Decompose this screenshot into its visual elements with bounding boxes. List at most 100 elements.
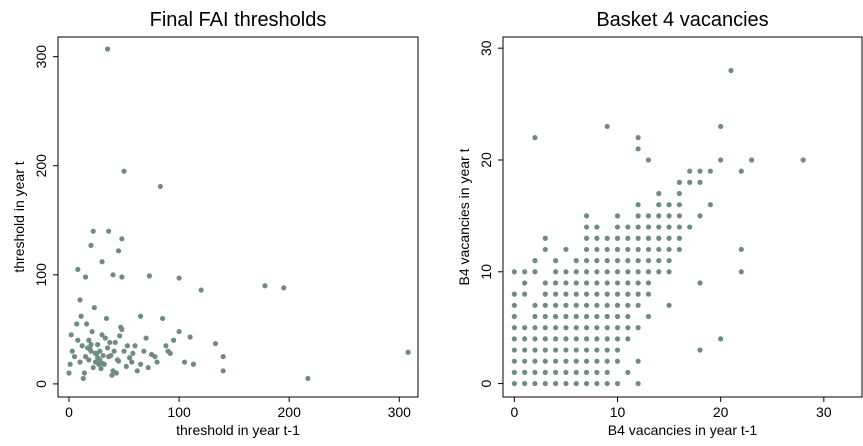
- point: [635, 380, 641, 387]
- point: [145, 364, 151, 371]
- y-tick-label: 30: [478, 40, 494, 56]
- point: [115, 248, 122, 254]
- point: [100, 352, 106, 359]
- point: [697, 179, 703, 185]
- point: [542, 235, 548, 241]
- point: [66, 370, 72, 376]
- point: [532, 347, 538, 353]
- point: [563, 347, 569, 353]
- point: [666, 269, 672, 275]
- point: [635, 213, 641, 219]
- point: [625, 336, 631, 342]
- point: [542, 302, 548, 308]
- chart-title: Final FAI thresholds: [150, 9, 327, 31]
- y-tick-label: 200: [33, 154, 49, 178]
- point: [522, 291, 528, 297]
- point: [738, 168, 744, 174]
- point: [666, 202, 672, 208]
- point: [604, 336, 610, 342]
- point: [594, 369, 600, 376]
- point: [604, 313, 610, 320]
- point: [656, 202, 662, 208]
- point: [85, 345, 91, 351]
- point: [119, 236, 125, 242]
- point: [594, 258, 600, 264]
- point: [532, 135, 538, 141]
- panel: Basket 4 vacancies 0 10 20 30 0 10 20 30 B4 vacan…: [456, 9, 863, 438]
- point: [656, 224, 662, 230]
- point: [553, 302, 559, 308]
- point: [563, 302, 569, 308]
- point: [88, 242, 94, 248]
- point: [583, 369, 590, 376]
- point: [163, 343, 169, 349]
- point: [604, 358, 610, 364]
- point: [542, 358, 548, 364]
- point: [573, 313, 579, 320]
- point: [95, 355, 101, 361]
- point: [635, 224, 641, 230]
- point: [676, 235, 683, 241]
- point: [77, 359, 83, 365]
- point: [159, 315, 166, 322]
- y-axis-label: B4 vacancies in year t: [456, 148, 472, 285]
- y-axis-label: threshold in year t: [11, 161, 27, 272]
- point: [99, 259, 105, 265]
- y-tick-label: 10: [478, 264, 494, 280]
- point: [511, 291, 517, 297]
- point: [90, 364, 96, 371]
- point: [126, 355, 133, 361]
- point: [154, 359, 160, 365]
- point: [532, 380, 538, 387]
- point: [583, 358, 590, 364]
- point: [522, 369, 528, 376]
- point: [198, 287, 204, 293]
- point: [697, 168, 703, 174]
- point: [604, 369, 610, 376]
- point: [522, 380, 528, 387]
- point: [220, 368, 226, 374]
- point: [113, 370, 119, 376]
- point: [134, 368, 140, 374]
- point: [645, 224, 652, 230]
- point: [697, 347, 703, 353]
- point: [583, 224, 590, 230]
- point: [625, 313, 631, 320]
- point: [152, 354, 158, 360]
- point: [800, 157, 806, 163]
- point: [82, 354, 89, 360]
- point: [86, 357, 92, 363]
- x-axis-label: B4 vacancies in year t-1: [608, 422, 758, 438]
- point: [305, 375, 311, 382]
- point: [635, 291, 641, 297]
- point: [137, 361, 144, 367]
- point: [604, 123, 610, 130]
- point: [604, 347, 610, 353]
- point: [563, 246, 569, 253]
- point: [107, 339, 113, 346]
- point: [614, 380, 621, 387]
- point: [114, 357, 121, 363]
- point: [645, 291, 652, 297]
- point: [614, 291, 621, 297]
- point: [167, 350, 173, 356]
- point: [84, 321, 90, 327]
- point: [718, 336, 724, 342]
- point: [666, 213, 672, 219]
- point: [176, 328, 182, 335]
- point: [583, 313, 590, 320]
- point: [220, 354, 226, 360]
- point: [573, 269, 579, 275]
- point: [75, 337, 81, 343]
- point: [99, 332, 105, 338]
- point: [573, 291, 579, 297]
- point: [97, 348, 103, 354]
- point: [104, 46, 111, 52]
- x-tick-label: 20: [713, 404, 729, 420]
- point: [90, 228, 96, 234]
- point: [532, 369, 538, 376]
- point: [117, 333, 123, 339]
- point: [81, 370, 88, 376]
- panel: Final FAI thresholds 0 100 200 300 0 100 200 300…: [11, 9, 419, 438]
